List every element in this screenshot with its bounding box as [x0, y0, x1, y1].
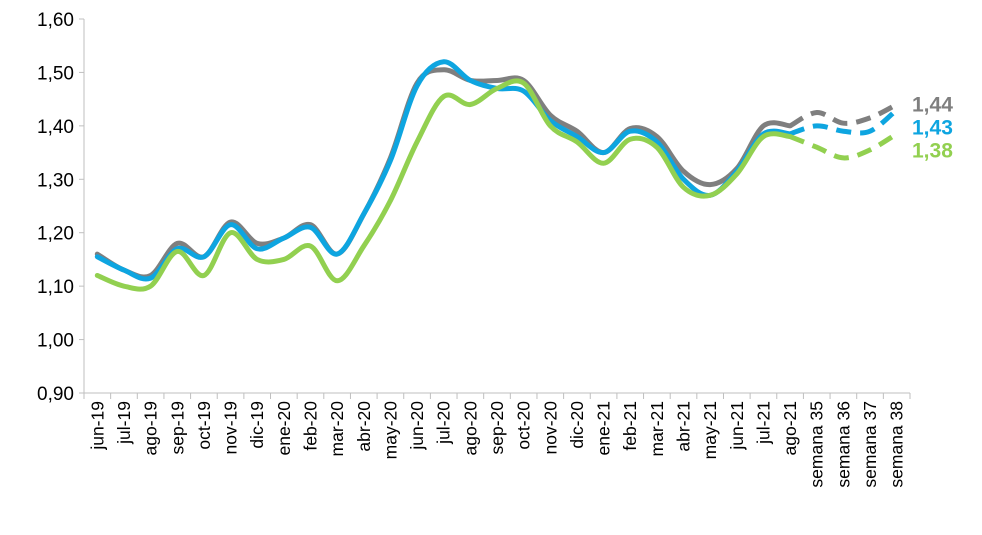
x-tick-label: jun-21: [727, 401, 747, 451]
x-tick-label: sep-19: [167, 401, 187, 455]
y-tick-label: 1,30: [37, 170, 74, 191]
x-tick-label: oct-19: [194, 401, 214, 450]
x-tick-label: semana 38: [887, 401, 907, 488]
series-line-solid: [94, 67, 793, 280]
x-tick-label: nov-19: [221, 401, 241, 455]
y-tick-label: 1,20: [37, 224, 74, 245]
x-tick-label: feb-21: [620, 401, 640, 451]
x-tick-label: dic-19: [247, 401, 267, 449]
x-tick-label: mar-21: [647, 401, 667, 456]
x-tick-label: feb-20: [300, 401, 320, 451]
x-tick-label: ene-21: [594, 401, 614, 456]
x-tick-label: dic-20: [567, 401, 587, 449]
x-tick-label: semana 35: [807, 401, 827, 488]
x-tick-label: nov-20: [540, 401, 560, 455]
y-tick-label: 0,90: [37, 384, 74, 405]
x-tick-label: ago-21: [780, 401, 800, 456]
y-tick-label: 1,50: [37, 63, 74, 84]
series-line-solid: [94, 59, 793, 282]
series-layer: [94, 59, 899, 292]
x-tick-label: ago-19: [141, 401, 161, 456]
x-tick-label: may-21: [700, 401, 720, 459]
x-tick-label: jun-20: [407, 401, 427, 451]
x-tick-label: jun-19: [87, 401, 107, 451]
x-tick-label: may-20: [380, 401, 400, 460]
series-end-label: 1,44: [912, 93, 953, 116]
x-tick-label: oct-20: [514, 401, 534, 450]
x-tick-label: abr-20: [354, 401, 374, 452]
x-tick-label: semana 36: [833, 401, 853, 488]
end-label-layer: 1,441,431,38: [912, 93, 953, 162]
x-tick-label: semana 37: [860, 401, 880, 488]
series-line-dashed: [789, 107, 899, 137]
x-tick-label: sep-20: [487, 401, 507, 455]
y-tick-label: 1,00: [37, 331, 74, 352]
series-line-solid: [94, 78, 793, 292]
y-tick-label: 1,10: [37, 277, 74, 298]
series-end-label: 1,43: [912, 116, 953, 139]
x-tick-label: mar-20: [327, 401, 347, 457]
x-tick-label: jul-21: [753, 401, 773, 445]
series-line-dashed: [788, 102, 898, 129]
x-tick-label: abr-21: [674, 401, 694, 452]
x-tick-label: ago-20: [460, 401, 480, 456]
y-tick-label: 1,60: [37, 10, 74, 31]
x-tick-label: jul-20: [434, 401, 454, 445]
x-tick-label: jul-19: [114, 401, 134, 445]
y-tick-label: 1,40: [37, 117, 74, 138]
x-tick-label: ene-20: [274, 401, 294, 456]
chart-axes: 0,90 1,00 1,10 1,20 1,30 1,40 1,50 1,60 jun-19 ju…: [37, 10, 911, 488]
series-line-dashed: [789, 131, 898, 161]
series-end-label: 1,38: [912, 139, 953, 162]
